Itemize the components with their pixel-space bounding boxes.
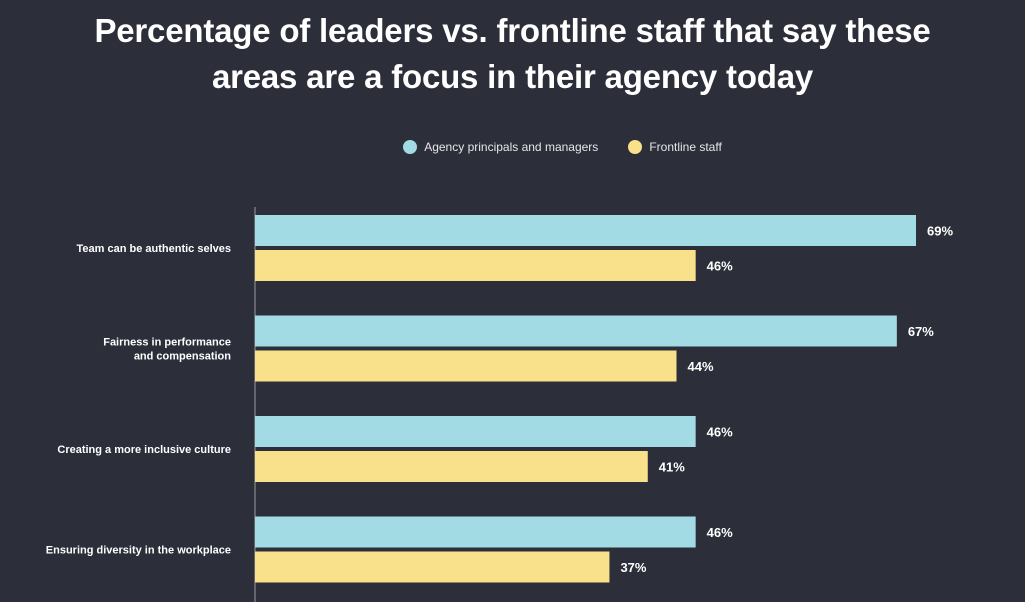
category-label-2-line-2: and compensation: [134, 351, 231, 363]
value-label-leaders-3: 46%: [707, 425, 733, 440]
bar-leaders-4: [255, 516, 696, 548]
bar-leaders-1: [255, 215, 916, 246]
legend-label-leaders: Agency principals and managers: [424, 140, 599, 154]
bar-leaders-2: [255, 315, 897, 347]
chart-title: Percentage of leaders vs. frontline staf…: [0, 8, 1025, 100]
legend-label-frontline: Frontline staff: [649, 140, 722, 154]
bar-leaders-3: [255, 416, 696, 447]
bar-frontline-4: [255, 551, 610, 583]
legend-swatch-frontline: [628, 140, 643, 154]
value-label-frontline-2: 44%: [688, 359, 714, 374]
category-label-3: Creating a more inclusive culture: [57, 444, 231, 456]
value-label-frontline-1: 46%: [707, 259, 733, 274]
bar-frontline-1: [255, 250, 696, 281]
bar-frontline-2: [255, 350, 677, 382]
legend-swatch-leaders: [403, 140, 418, 154]
value-label-leaders-2: 67%: [908, 324, 934, 339]
chart-title-line-2: areas are a focus in their agency today: [211, 58, 814, 95]
value-label-frontline-3: 41%: [659, 460, 685, 475]
category-label-4: Ensuring diversity in the workplace: [46, 545, 231, 557]
chart-legend: Agency principals and managers Frontline…: [0, 140, 1025, 154]
chart-title-line-1: Percentage of leaders vs. frontline staf…: [94, 12, 931, 49]
bar-frontline-3: [255, 451, 648, 482]
value-label-leaders-1: 69%: [927, 224, 953, 239]
legend-item-frontline: Frontline staff: [628, 140, 722, 154]
legend-item-leaders: Agency principals and managers: [403, 140, 598, 154]
category-label-2-line-1: Fairness in performance: [103, 337, 231, 349]
value-label-frontline-4: 37%: [620, 560, 646, 575]
value-label-leaders-4: 46%: [707, 525, 733, 540]
category-label-1: Team can be authentic selves: [77, 243, 231, 255]
